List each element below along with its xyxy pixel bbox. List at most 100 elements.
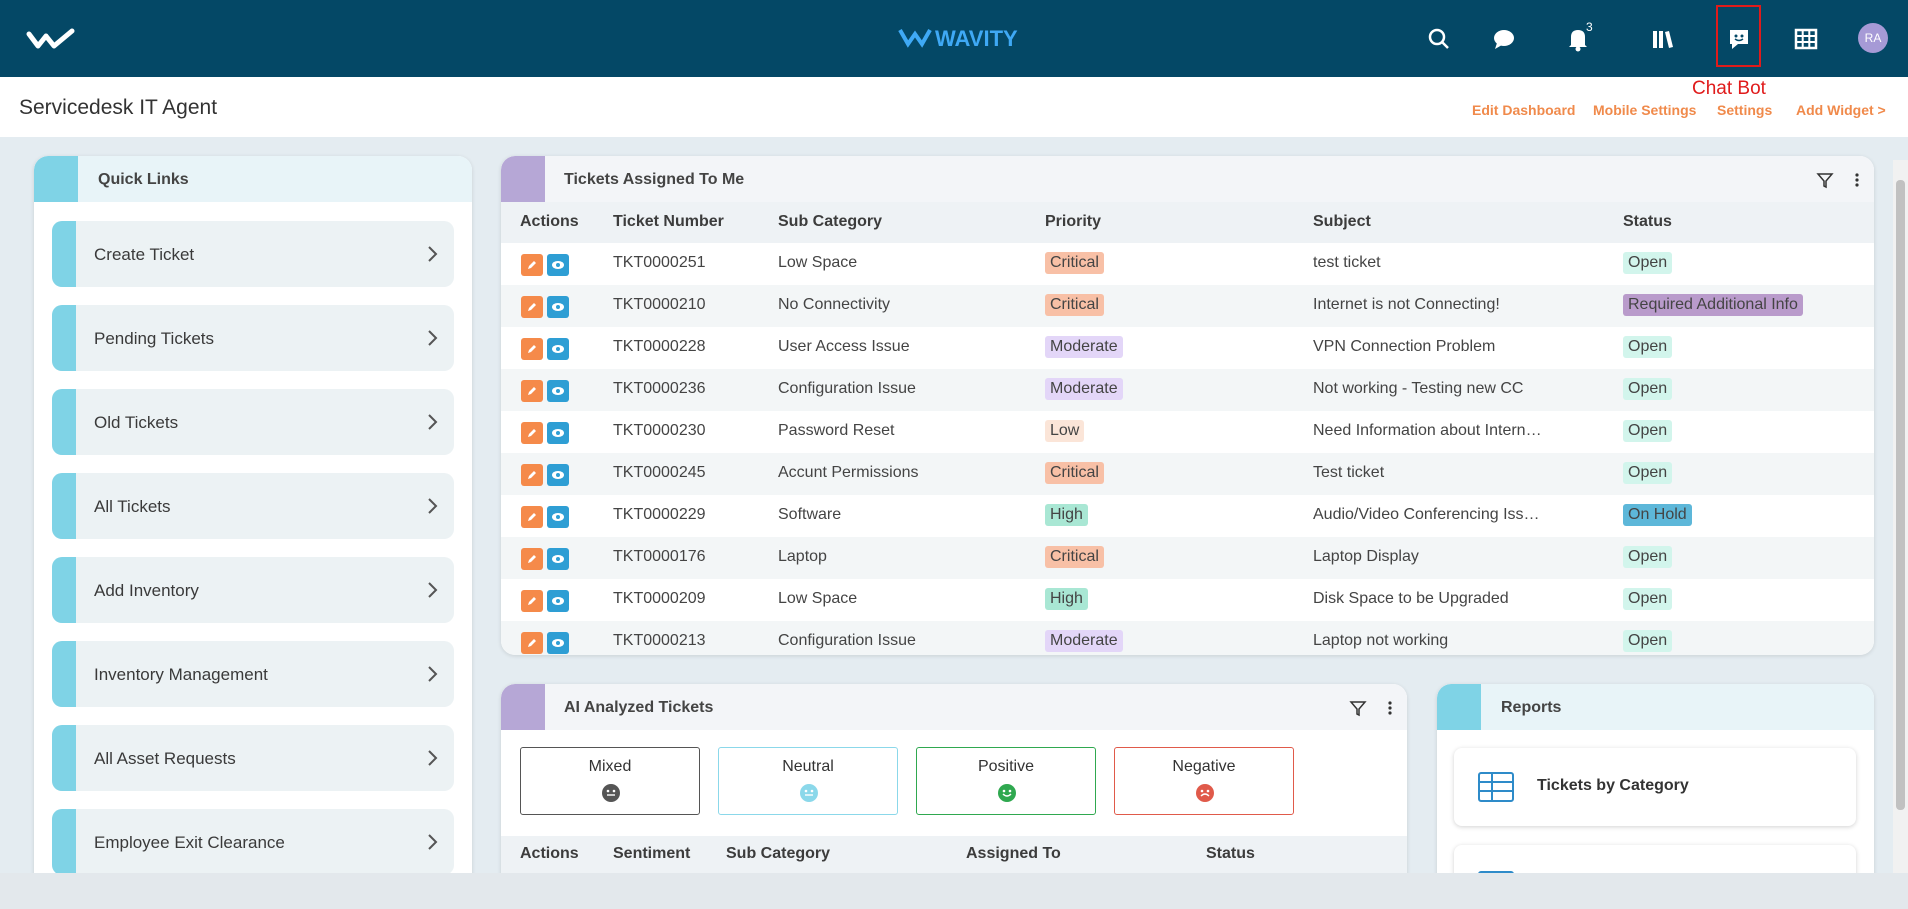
- quick-link[interactable]: Create Ticket: [52, 221, 454, 287]
- more-icon[interactable]: [1387, 699, 1393, 717]
- subject: Disk Space to be Upgraded: [1313, 590, 1509, 607]
- sentiment-filter[interactable]: Positive: [916, 747, 1096, 815]
- header-accent: [1437, 684, 1481, 730]
- library-icon[interactable]: [1648, 24, 1678, 54]
- search-icon[interactable]: [1424, 24, 1454, 54]
- filter-icon[interactable]: [1816, 171, 1834, 189]
- view-icon: [552, 597, 564, 605]
- filter-icon[interactable]: [1349, 699, 1367, 717]
- edit-button[interactable]: [521, 338, 543, 360]
- sub-category: Configuration Issue: [778, 380, 916, 397]
- edit-icon: [528, 513, 536, 521]
- chevron-icon: [428, 666, 438, 682]
- ticket-number: TKT0000245: [613, 464, 706, 481]
- column-header: Assigned To: [966, 845, 1061, 862]
- quick-link[interactable]: Add Inventory: [52, 557, 454, 623]
- scrollbar-thumb: [1896, 180, 1905, 810]
- sentiment-filter[interactable]: Neutral: [718, 747, 898, 815]
- sub-category: Accunt Permissions: [778, 464, 919, 481]
- view-button[interactable]: [547, 254, 569, 276]
- view-button[interactable]: [547, 632, 569, 654]
- table-header: [501, 202, 1874, 243]
- view-button[interactable]: [547, 296, 569, 318]
- edit-button[interactable]: [521, 548, 543, 570]
- edit-icon: [528, 639, 536, 647]
- edit-icon: [528, 345, 536, 353]
- sub-category: User Access Issue: [778, 338, 910, 355]
- priority-tag: Moderate: [1045, 378, 1123, 400]
- edit-icon: [528, 471, 536, 479]
- view-button[interactable]: [547, 422, 569, 444]
- column-header: Sub Category: [778, 213, 883, 230]
- edit-button[interactable]: [521, 422, 543, 444]
- edit-icon: [528, 303, 536, 311]
- view-button[interactable]: [547, 338, 569, 360]
- edit-button[interactable]: [521, 254, 543, 276]
- panel-title: Reports: [1501, 699, 1562, 716]
- table-row: TKT0000251 Low Space Critical test ticket Op…: [501, 243, 1874, 285]
- quick-link[interactable]: Old Tickets: [52, 389, 454, 455]
- report-item[interactable]: Tickets by Category: [1454, 748, 1856, 826]
- chevron-icon: [428, 834, 438, 850]
- priority-tag: Moderate: [1045, 630, 1123, 652]
- column-header: Status: [1206, 845, 1255, 862]
- view-button[interactable]: [547, 380, 569, 402]
- user-avatar[interactable]: RA: [1858, 23, 1888, 53]
- panel-header: Reports: [1437, 684, 1874, 730]
- chat-icon[interactable]: [1489, 24, 1519, 54]
- view-icon: [552, 345, 564, 353]
- column-header: Sub Category: [726, 845, 831, 862]
- chevron-icon: [428, 330, 438, 346]
- bell-icon[interactable]: [1563, 24, 1593, 54]
- status-tag: Open: [1623, 420, 1673, 442]
- quick-link[interactable]: All Tickets: [52, 473, 454, 539]
- view-button[interactable]: [547, 506, 569, 528]
- link-label: All Tickets: [94, 497, 171, 516]
- sentiment-label: Mixed: [588, 758, 632, 775]
- view-icon: [552, 261, 564, 269]
- more-icon[interactable]: [1854, 171, 1860, 189]
- sentiment-label: Positive: [977, 758, 1035, 775]
- header-accent: [501, 156, 545, 202]
- edit-button[interactable]: [521, 506, 543, 528]
- sentiment-icon: [1196, 784, 1214, 802]
- column-header: Subject: [1313, 213, 1371, 230]
- chat-bot-icon[interactable]: [1724, 24, 1754, 54]
- view-button[interactable]: [547, 590, 569, 612]
- view-icon: [552, 639, 564, 647]
- link-accent: [52, 305, 76, 371]
- edit-button[interactable]: [521, 464, 543, 486]
- quick-link[interactable]: Employee Exit Clearance: [52, 809, 454, 875]
- header-action[interactable]: Edit Dashboard: [1472, 102, 1576, 118]
- link-accent: [52, 809, 76, 875]
- subject: Need Information about Intern…: [1313, 422, 1542, 439]
- status-tag: On Hold: [1623, 504, 1692, 526]
- table-icon: [1478, 772, 1514, 802]
- header-action[interactable]: Settings: [1717, 102, 1773, 118]
- view-button[interactable]: [547, 548, 569, 570]
- view-button[interactable]: [547, 464, 569, 486]
- sentiment-filter[interactable]: Mixed: [520, 747, 700, 815]
- status-tag: Open: [1623, 546, 1673, 568]
- header-action[interactable]: Add Widget >: [1796, 102, 1886, 118]
- link-label: Old Tickets: [94, 413, 179, 432]
- home-logo[interactable]: [26, 28, 76, 50]
- header-action[interactable]: Mobile Settings: [1593, 102, 1697, 118]
- edit-button[interactable]: [521, 590, 543, 612]
- apps-grid-icon[interactable]: [1791, 24, 1821, 54]
- table-row: TKT0000230 Password Reset Low Need Informat…: [501, 411, 1874, 453]
- status-tag: Open: [1623, 630, 1673, 652]
- column-header: Status: [1623, 213, 1672, 230]
- edit-icon: [528, 261, 536, 269]
- link-accent: [52, 389, 76, 455]
- quick-link[interactable]: Inventory Management: [52, 641, 454, 707]
- quick-link[interactable]: All Asset Requests: [52, 725, 454, 791]
- view-icon: [552, 303, 564, 311]
- brand-mark: [898, 29, 932, 48]
- subject: Audio/Video Conferencing Iss…: [1313, 506, 1540, 523]
- edit-button[interactable]: [521, 380, 543, 402]
- edit-button[interactable]: [521, 632, 543, 654]
- sentiment-filter[interactable]: Negative: [1114, 747, 1294, 815]
- edit-button[interactable]: [521, 296, 543, 318]
- quick-link[interactable]: Pending Tickets: [52, 305, 454, 371]
